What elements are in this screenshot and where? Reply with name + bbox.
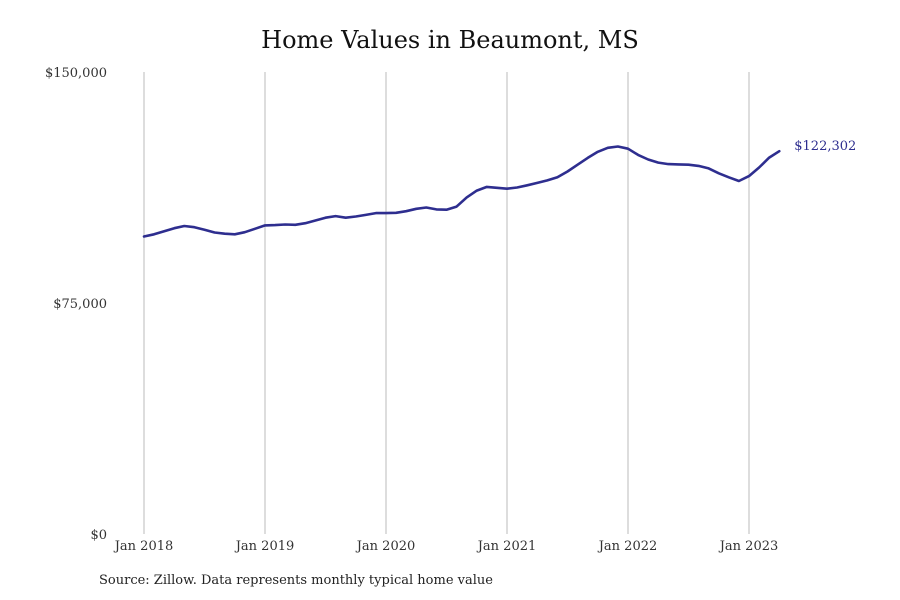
x-tick-label: Jan 2021 <box>476 539 537 554</box>
y-tick-label: $75,000 <box>53 297 107 312</box>
chart-title: Home Values in Beaumont, MS <box>261 26 639 54</box>
x-tick-label: Jan 2018 <box>113 539 174 554</box>
x-tick-label: Jan 2020 <box>355 539 416 554</box>
end-value-label: $122,302 <box>794 139 856 154</box>
x-tick-label: Jan 2023 <box>718 539 779 554</box>
x-tick-label: Jan 2019 <box>234 539 295 554</box>
y-tick-label: $150,000 <box>45 66 107 81</box>
x-tick-label: Jan 2022 <box>597 539 658 554</box>
source-note: Source: Zillow. Data represents monthly … <box>99 573 493 588</box>
series-line <box>142 145 781 238</box>
y-tick-label: $0 <box>90 528 107 543</box>
